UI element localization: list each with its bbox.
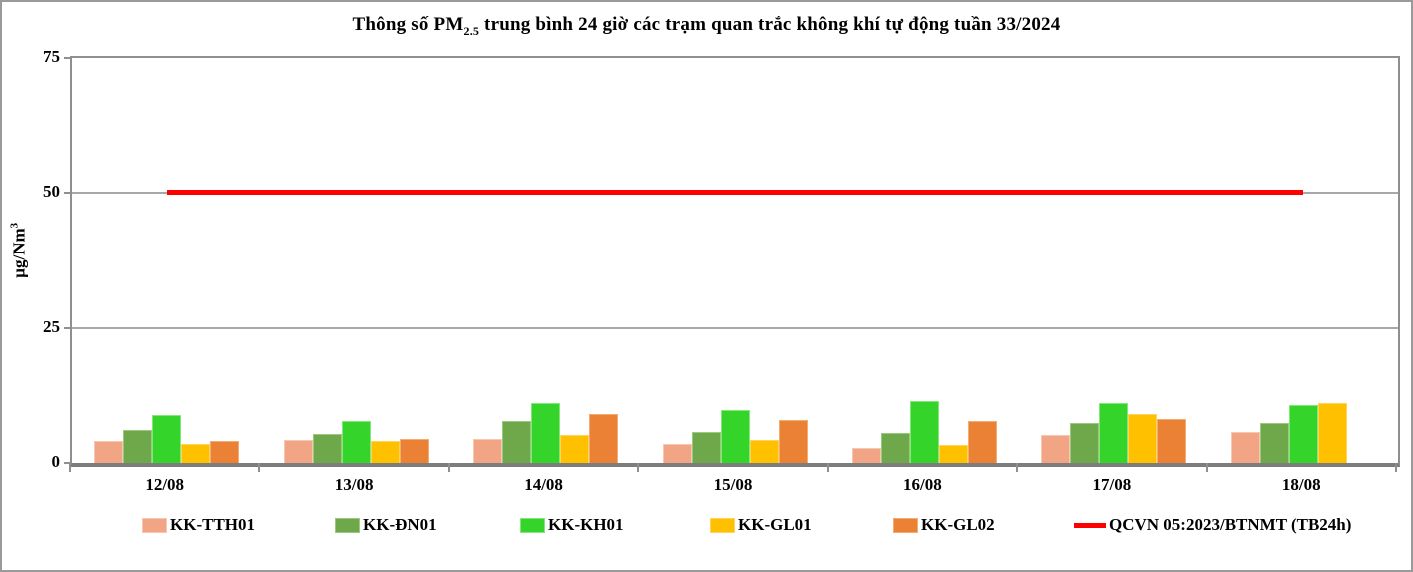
x-tick-label-16/08: 16/08 xyxy=(903,475,942,494)
legend-item-KK-TTH01: KK-TTH01 xyxy=(142,514,255,536)
bar-KK-KH01-16/08 xyxy=(909,400,939,463)
bar-KK-TTH01-15/08 xyxy=(662,444,692,463)
bar-KK-ĐN01-13/08 xyxy=(312,434,342,463)
x-tick-mark xyxy=(447,463,450,472)
legend-item-KK-GL02: KK-GL02 xyxy=(893,514,995,536)
bar-KK-KH01-17/08 xyxy=(1099,403,1129,463)
legend-label-KK-GL02: KK-GL02 xyxy=(921,515,995,534)
bar-KK-ĐN01-17/08 xyxy=(1070,423,1100,463)
legend-label-KK-KH01: KK-KH01 xyxy=(548,515,624,534)
bar-KK-ĐN01-15/08 xyxy=(691,431,721,463)
y-tick-label-25: 25 xyxy=(43,317,60,336)
legend-item-KK-GL01: KK-GL01 xyxy=(710,514,812,536)
x-tick-label-17/08: 17/08 xyxy=(1092,475,1132,494)
legend-label-qcvn: QCVN 05:2023/BTNMT (TB24h) xyxy=(1109,515,1352,534)
bar-KK-KH01-13/08 xyxy=(341,420,371,463)
x-tick-label-12/08: 12/08 xyxy=(145,475,185,494)
x-tick-mark xyxy=(258,463,261,472)
y-tick-label-0: 0 xyxy=(51,452,61,471)
chart-title-subscript: 2.5 xyxy=(463,23,480,38)
y-tick-mark xyxy=(64,57,71,59)
qcvn-reference-line xyxy=(166,190,1304,195)
bar-KK-TTH01-13/08 xyxy=(283,440,313,463)
bar-KK-GL01-18/08 xyxy=(1317,403,1347,463)
x-tick-mark xyxy=(1205,463,1208,472)
legend-swatch-KK-ĐN01 xyxy=(335,517,360,533)
legend-swatch-KK-TTH01 xyxy=(142,517,167,533)
bar-KK-KH01-18/08 xyxy=(1288,405,1318,463)
x-tick-label-13/08: 13/08 xyxy=(334,475,374,494)
bar-KK-GL02-15/08 xyxy=(778,419,808,463)
bar-KK-TTH01-14/08 xyxy=(473,439,503,463)
y-axis-title-exponent: 3 xyxy=(8,222,21,229)
bar-KK-GL02-14/08 xyxy=(589,413,619,463)
legend-item-qcvn: QCVN 05:2023/BTNMT (TB24h) xyxy=(1074,514,1351,536)
bar-KK-TTH01-17/08 xyxy=(1041,435,1071,463)
bar-KK-GL01-17/08 xyxy=(1128,413,1158,463)
legend-label-KK-TTH01: KK-TTH01 xyxy=(170,515,256,534)
y-tick-mark xyxy=(64,192,71,194)
y-tick-mark xyxy=(64,327,71,329)
bar-KK-ĐN01-12/08 xyxy=(123,429,153,463)
y-axis-title-text: µg/Nm xyxy=(9,228,29,278)
chart-title: Thông số PM2.5 trung bình 24 giờ các trạ… xyxy=(2,14,1411,39)
bar-KK-GL01-15/08 xyxy=(749,440,779,463)
y-tick-label-50: 50 xyxy=(43,182,60,201)
x-tick-mark xyxy=(1395,463,1397,472)
legend-item-KK-ĐN01: KK-ĐN01 xyxy=(335,514,437,536)
legend-label-KK-GL01: KK-GL01 xyxy=(738,515,812,534)
bar-KK-GL01-14/08 xyxy=(560,435,590,463)
gridline-25 xyxy=(72,327,1398,329)
legend-item-KK-KH01: KK-KH01 xyxy=(520,514,624,536)
legend-swatch-KK-GL02 xyxy=(893,517,918,533)
legend: KK-TTH01 KK-ĐN01 KK-KH01 KK-GL01 KK-GL02 QCVN… xyxy=(2,514,1411,540)
y-tick-mark xyxy=(64,462,71,464)
reference-line-icon xyxy=(1074,522,1106,528)
bar-KK-GL01-16/08 xyxy=(938,444,968,463)
chart-title-suffix: trung bình 24 giờ các trạm quan trắc khô… xyxy=(479,14,1061,35)
bar-KK-KH01-12/08 xyxy=(152,415,182,463)
bar-KK-GL01-13/08 xyxy=(370,441,400,463)
bar-KK-ĐN01-16/08 xyxy=(880,432,910,463)
x-tick-mark xyxy=(69,463,71,472)
x-tick-label-14/08: 14/08 xyxy=(524,475,563,494)
legend-swatch-KK-GL01 xyxy=(710,517,735,533)
bar-KK-GL02-13/08 xyxy=(399,439,429,463)
legend-label-KK-ĐN01: KK-ĐN01 xyxy=(363,515,437,534)
bar-KK-KH01-14/08 xyxy=(531,402,561,463)
y-tick-label-75: 75 xyxy=(43,47,60,66)
bar-KK-GL02-16/08 xyxy=(967,421,997,463)
x-tick-label-15/08: 15/08 xyxy=(713,475,753,494)
legend-swatch-KK-KH01 xyxy=(520,517,545,533)
x-tick-mark xyxy=(637,463,640,472)
y-axis-title: µg/Nm3 xyxy=(9,190,30,310)
plot-area xyxy=(70,56,1400,467)
x-tick-mark xyxy=(1016,463,1019,472)
bar-KK-GL01-12/08 xyxy=(181,444,211,463)
bar-KK-GL02-17/08 xyxy=(1157,418,1187,463)
chart-title-prefix: Thông số PM xyxy=(352,14,464,35)
x-tick-mark xyxy=(826,463,829,472)
bar-KK-GL02-12/08 xyxy=(210,441,240,463)
bar-KK-TTH01-12/08 xyxy=(94,441,124,463)
bar-KK-TTH01-16/08 xyxy=(851,447,881,463)
bar-KK-TTH01-18/08 xyxy=(1230,431,1260,463)
bar-KK-ĐN01-18/08 xyxy=(1259,423,1289,463)
bar-KK-KH01-15/08 xyxy=(720,409,750,463)
x-tick-label-18/08: 18/08 xyxy=(1281,475,1321,494)
bar-KK-ĐN01-14/08 xyxy=(502,421,532,463)
